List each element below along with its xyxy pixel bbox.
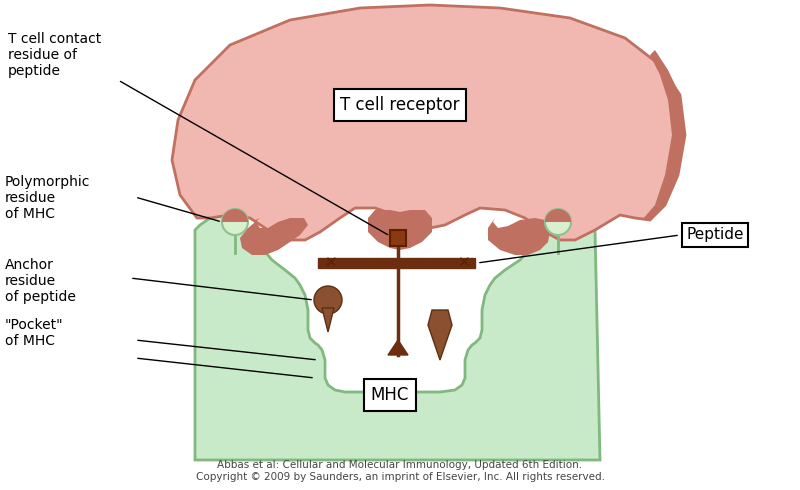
Text: Copyright © 2009 by Saunders, an imprint of Elsevier, Inc. All rights reserved.: Copyright © 2009 by Saunders, an imprint… [195,472,605,482]
Polygon shape [642,50,685,220]
Text: ✕: ✕ [457,255,470,270]
Polygon shape [240,218,308,255]
Text: Abbas et al: Cellular and Molecular Immunology, Updated 6th Edition.: Abbas et al: Cellular and Molecular Immu… [218,460,582,470]
Polygon shape [488,218,550,255]
Wedge shape [545,209,571,222]
Text: Anchor
residue
of peptide: Anchor residue of peptide [5,258,76,304]
Circle shape [222,209,248,235]
Polygon shape [322,308,334,332]
Text: T cell receptor: T cell receptor [340,96,460,114]
Text: MHC: MHC [371,386,409,404]
Circle shape [314,286,342,314]
Text: T cell contact
residue of
peptide: T cell contact residue of peptide [8,32,102,78]
Text: Polymorphic
residue
of MHC: Polymorphic residue of MHC [5,175,90,221]
Polygon shape [195,215,600,460]
Wedge shape [222,209,248,222]
Text: ✕: ✕ [324,255,336,270]
Polygon shape [318,258,475,268]
Polygon shape [388,340,408,355]
Text: Peptide: Peptide [686,227,744,243]
Bar [390,230,406,246]
Polygon shape [368,210,432,250]
Polygon shape [428,310,452,360]
Text: "Pocket"
of MHC: "Pocket" of MHC [5,318,64,348]
Circle shape [545,209,571,235]
Polygon shape [172,5,685,240]
